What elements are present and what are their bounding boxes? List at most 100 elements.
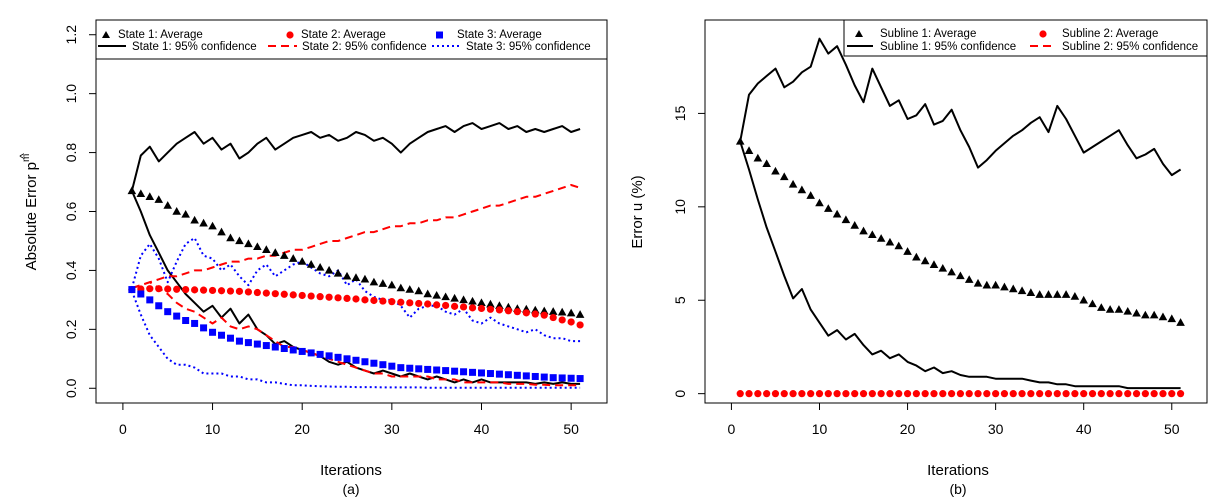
data-point-triangle: [841, 215, 851, 224]
data-point-circle: [1088, 390, 1097, 398]
data-point-square: [343, 355, 351, 363]
data-point-triangle: [929, 260, 939, 268]
data-point-circle: [877, 390, 885, 398]
plot-frame-a: [95, 19, 608, 404]
data-point-circle: [1018, 390, 1026, 398]
data-point-circle: [992, 390, 1000, 398]
data-point-circle: [262, 289, 270, 297]
data-point-triangle: [815, 198, 824, 207]
data-point-triangle: [868, 230, 877, 239]
legend-box-b: [843, 19, 1208, 57]
data-point-triangle: [1044, 290, 1053, 298]
data-point-triangle: [432, 290, 441, 299]
data-point-circle: [253, 288, 261, 297]
subplot-caption-b: (b): [949, 481, 966, 497]
data-point-square: [388, 362, 396, 370]
data-point-circle: [947, 390, 956, 398]
data-point-triangle: [566, 308, 576, 317]
data-point-square: [164, 308, 172, 316]
data-point-circle: [244, 288, 253, 296]
data-point-circle: [807, 390, 815, 398]
x-axis-title-b: Iterations: [927, 462, 989, 479]
legend-b: Subline 1: Average Subline 2: Average Su…: [843, 19, 1208, 57]
data-point-circle: [459, 303, 468, 311]
data-point-circle: [415, 299, 423, 308]
data-point-triangle: [762, 159, 771, 168]
legend-swatch-square: [436, 31, 443, 39]
data-point-circle: [155, 285, 163, 293]
data-point-triangle: [369, 277, 379, 286]
data-point-triangle: [876, 234, 886, 242]
data-point-circle: [939, 390, 947, 398]
data-point-triangle: [903, 247, 912, 255]
data-point-circle: [1168, 390, 1176, 398]
series-line: [130, 237, 581, 343]
data-point-triangle: [779, 172, 789, 181]
data-point-square: [280, 344, 288, 352]
x-axis-b: 0 10 20 30 40 50: [728, 402, 1180, 437]
data-point-circle: [763, 390, 771, 398]
y-axis-title-superscript: m: [21, 154, 32, 162]
data-point-circle: [736, 390, 744, 398]
data-point-circle: [199, 286, 208, 294]
data-point-circle: [334, 294, 342, 302]
data-point-square: [486, 370, 494, 378]
data-point-square: [433, 366, 441, 374]
data-point-square: [173, 312, 181, 320]
data-point-circle: [842, 390, 850, 398]
data-point-triangle: [973, 278, 983, 287]
data-point-circle: [965, 390, 973, 398]
y-tick-label: 0.6: [63, 202, 79, 222]
data-point-triangle: [548, 307, 558, 315]
data-point-circle: [824, 390, 832, 398]
data-point-triangle: [154, 195, 164, 203]
data-point-square: [361, 358, 369, 366]
data-point-triangle: [982, 280, 992, 289]
data-point-triangle: [378, 279, 388, 287]
data-point-circle: [1044, 390, 1053, 398]
legend-label: State 3: Average: [457, 29, 542, 41]
data-point-circle: [513, 308, 521, 316]
data-point-triangle: [181, 209, 190, 218]
data-point-triangle: [1088, 299, 1097, 308]
data-point-triangle: [1097, 303, 1106, 311]
data-point-circle: [930, 390, 938, 398]
data-point-triangle: [920, 256, 930, 265]
data-point-square: [218, 331, 226, 339]
data-point-circle: [325, 293, 333, 301]
x-tick-label: 20: [900, 421, 916, 437]
data-point-square: [495, 370, 503, 378]
data-point-triangle: [1123, 306, 1133, 315]
data-point-circle: [235, 287, 244, 295]
data-point-square: [244, 339, 252, 347]
data-point-circle: [1062, 390, 1070, 398]
legend-label: Subline 2: Average: [1062, 28, 1158, 40]
data-point-square: [155, 302, 163, 310]
data-point-square: [451, 367, 459, 375]
data-point-square: [307, 349, 315, 357]
data-point-triangle: [797, 185, 807, 194]
data-point-triangle: [486, 299, 495, 308]
x-tick-label: 30: [384, 421, 400, 437]
data-point-square: [128, 286, 136, 294]
data-point-circle: [495, 306, 504, 314]
legend-label: State 2: Average: [301, 29, 386, 41]
x-tick-label: 50: [563, 421, 579, 437]
legend-entry: State 1: Average: [102, 29, 203, 41]
data-point-triangle: [1026, 288, 1036, 296]
data-point-triangle: [288, 254, 298, 262]
data-point-triangle: [342, 271, 352, 280]
data-point-circle: [895, 390, 903, 398]
y-axis-title-base: Absolute Error p: [23, 162, 40, 270]
data-point-square: [469, 368, 477, 376]
data-point-triangle: [859, 226, 868, 235]
data-point-square: [289, 346, 297, 354]
data-point-circle: [868, 390, 876, 398]
data-point-triangle: [1035, 290, 1044, 298]
data-point-circle: [549, 313, 557, 322]
legend-entry: State 3: 95% confidence: [432, 41, 591, 53]
data-point-triangle: [190, 215, 199, 224]
data-point-circle: [903, 390, 912, 398]
y-axis-title-b: Error u (%): [629, 175, 646, 248]
